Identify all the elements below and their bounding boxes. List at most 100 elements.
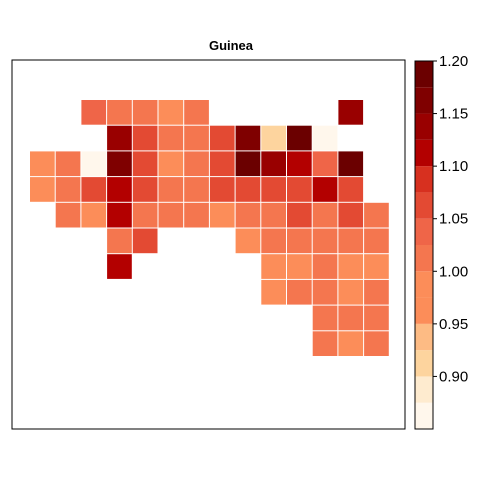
heatmap-cell [312, 331, 338, 356]
heatmap-cell [261, 254, 286, 279]
colorbar-segment [415, 323, 433, 351]
heatmap-cell [338, 254, 364, 279]
heatmap-cell [158, 202, 184, 228]
heatmap-cell [287, 151, 312, 177]
heatmap-cell [261, 177, 286, 202]
heatmap-cell [30, 177, 55, 202]
heatmap-cell [287, 228, 312, 254]
heatmap-cell [81, 202, 107, 228]
heatmap-cell [338, 228, 364, 254]
heatmap-cell [338, 177, 364, 202]
heatmap-cell [287, 254, 312, 279]
colorbar-tick-label: 1.15 [439, 106, 468, 123]
heatmap-cell [235, 125, 261, 151]
heatmap-cell [261, 125, 286, 151]
heatmap-cell [107, 177, 132, 202]
heatmap-cell [184, 151, 209, 177]
colorbar-segment [415, 402, 433, 429]
heatmap-cell [184, 177, 209, 202]
heatmap-cell [338, 100, 364, 125]
colorbar-segment [415, 87, 433, 114]
chart-title: Guinea [209, 38, 254, 53]
heatmap-cell [184, 202, 209, 228]
heatmap-cell [158, 100, 184, 125]
colorbar-segment [415, 350, 433, 377]
heatmap-cell [261, 228, 286, 254]
heatmap-cell [261, 151, 286, 177]
colorbar-tick-label: 1.00 [439, 263, 468, 280]
heatmap-cell [235, 202, 261, 228]
heatmap-cell [312, 177, 338, 202]
heatmap-cell [261, 279, 286, 305]
heatmap-cell [312, 228, 338, 254]
heatmap-cell [261, 202, 286, 228]
colorbar-segment [415, 166, 433, 193]
heatmap-cell [235, 151, 261, 177]
heatmap-cell [107, 100, 132, 125]
heatmap-cell [235, 228, 261, 254]
heatmap-cell [132, 151, 158, 177]
colorbar-segment [415, 297, 433, 324]
heatmap-cell [209, 151, 235, 177]
heatmap-cell [338, 202, 364, 228]
colorbar-segment [415, 192, 433, 219]
heatmap-cell [55, 177, 81, 202]
colorbar-tick-label: 1.20 [439, 53, 468, 70]
heatmap-cell [81, 151, 107, 177]
colorbar-tick-label: 1.10 [439, 158, 468, 175]
heatmap-cell [81, 100, 107, 125]
heatmap-cell [312, 151, 338, 177]
heatmap-cell [338, 331, 364, 356]
heatmap-cell [107, 125, 132, 151]
heatmap-cell [55, 202, 81, 228]
heatmap-cell [132, 100, 158, 125]
colorbar-segment [415, 376, 433, 403]
heatmap-cell [364, 305, 389, 331]
heatmap-cell [209, 202, 235, 228]
heatmap-cell [338, 279, 364, 305]
heatmap-cell [107, 202, 132, 228]
heatmap-cell [235, 177, 261, 202]
colorbar-segment [415, 245, 433, 272]
heatmap-cell [364, 202, 389, 228]
heatmap-cell [312, 279, 338, 305]
heatmap-cell [132, 177, 158, 202]
heatmap-cell [338, 151, 364, 177]
heatmap-cell [30, 151, 55, 177]
heatmap-cell [364, 228, 389, 254]
colorbar-segment [415, 61, 433, 88]
heatmap-cell [287, 125, 312, 151]
heatmap-cell [107, 228, 132, 254]
colorbar-tick-label: 0.90 [439, 368, 468, 385]
heatmap-cell [287, 202, 312, 228]
colorbar-tick-label: 1.05 [439, 211, 468, 228]
heatmap-cell [158, 177, 184, 202]
colorbar-segment [415, 139, 433, 167]
heatmap-cell [132, 228, 158, 254]
heatmap-cell [184, 125, 209, 151]
heatmap-cell [81, 177, 107, 202]
heatmap-cell [107, 254, 132, 279]
heatmap-cells [30, 100, 389, 356]
heatmap-cell [364, 331, 389, 356]
colorbar-ticks: 0.90 0.95 1.00 1.05 1.10 1.15 1.20 [433, 53, 468, 385]
heatmap-cell [55, 151, 81, 177]
heatmap-cell [338, 305, 364, 331]
heatmap-cell [209, 125, 235, 151]
heatmap-cell [209, 177, 235, 202]
heatmap-cell [158, 151, 184, 177]
heatmap-cell [312, 254, 338, 279]
heatmap-cell [132, 202, 158, 228]
heatmap-cell [287, 279, 312, 305]
heatmap-cell [364, 279, 389, 305]
heatmap-cell [287, 177, 312, 202]
colorbar-segment [415, 218, 433, 245]
heatmap-cell [312, 125, 338, 151]
heatmap-cell [107, 151, 132, 177]
heatmap-cell [312, 305, 338, 331]
colorbar-segment [415, 113, 433, 140]
colorbar-tick-label: 0.95 [439, 316, 468, 333]
heatmap-cell [364, 254, 389, 279]
colorbar-segment [415, 271, 433, 298]
heatmap-cell [312, 202, 338, 228]
